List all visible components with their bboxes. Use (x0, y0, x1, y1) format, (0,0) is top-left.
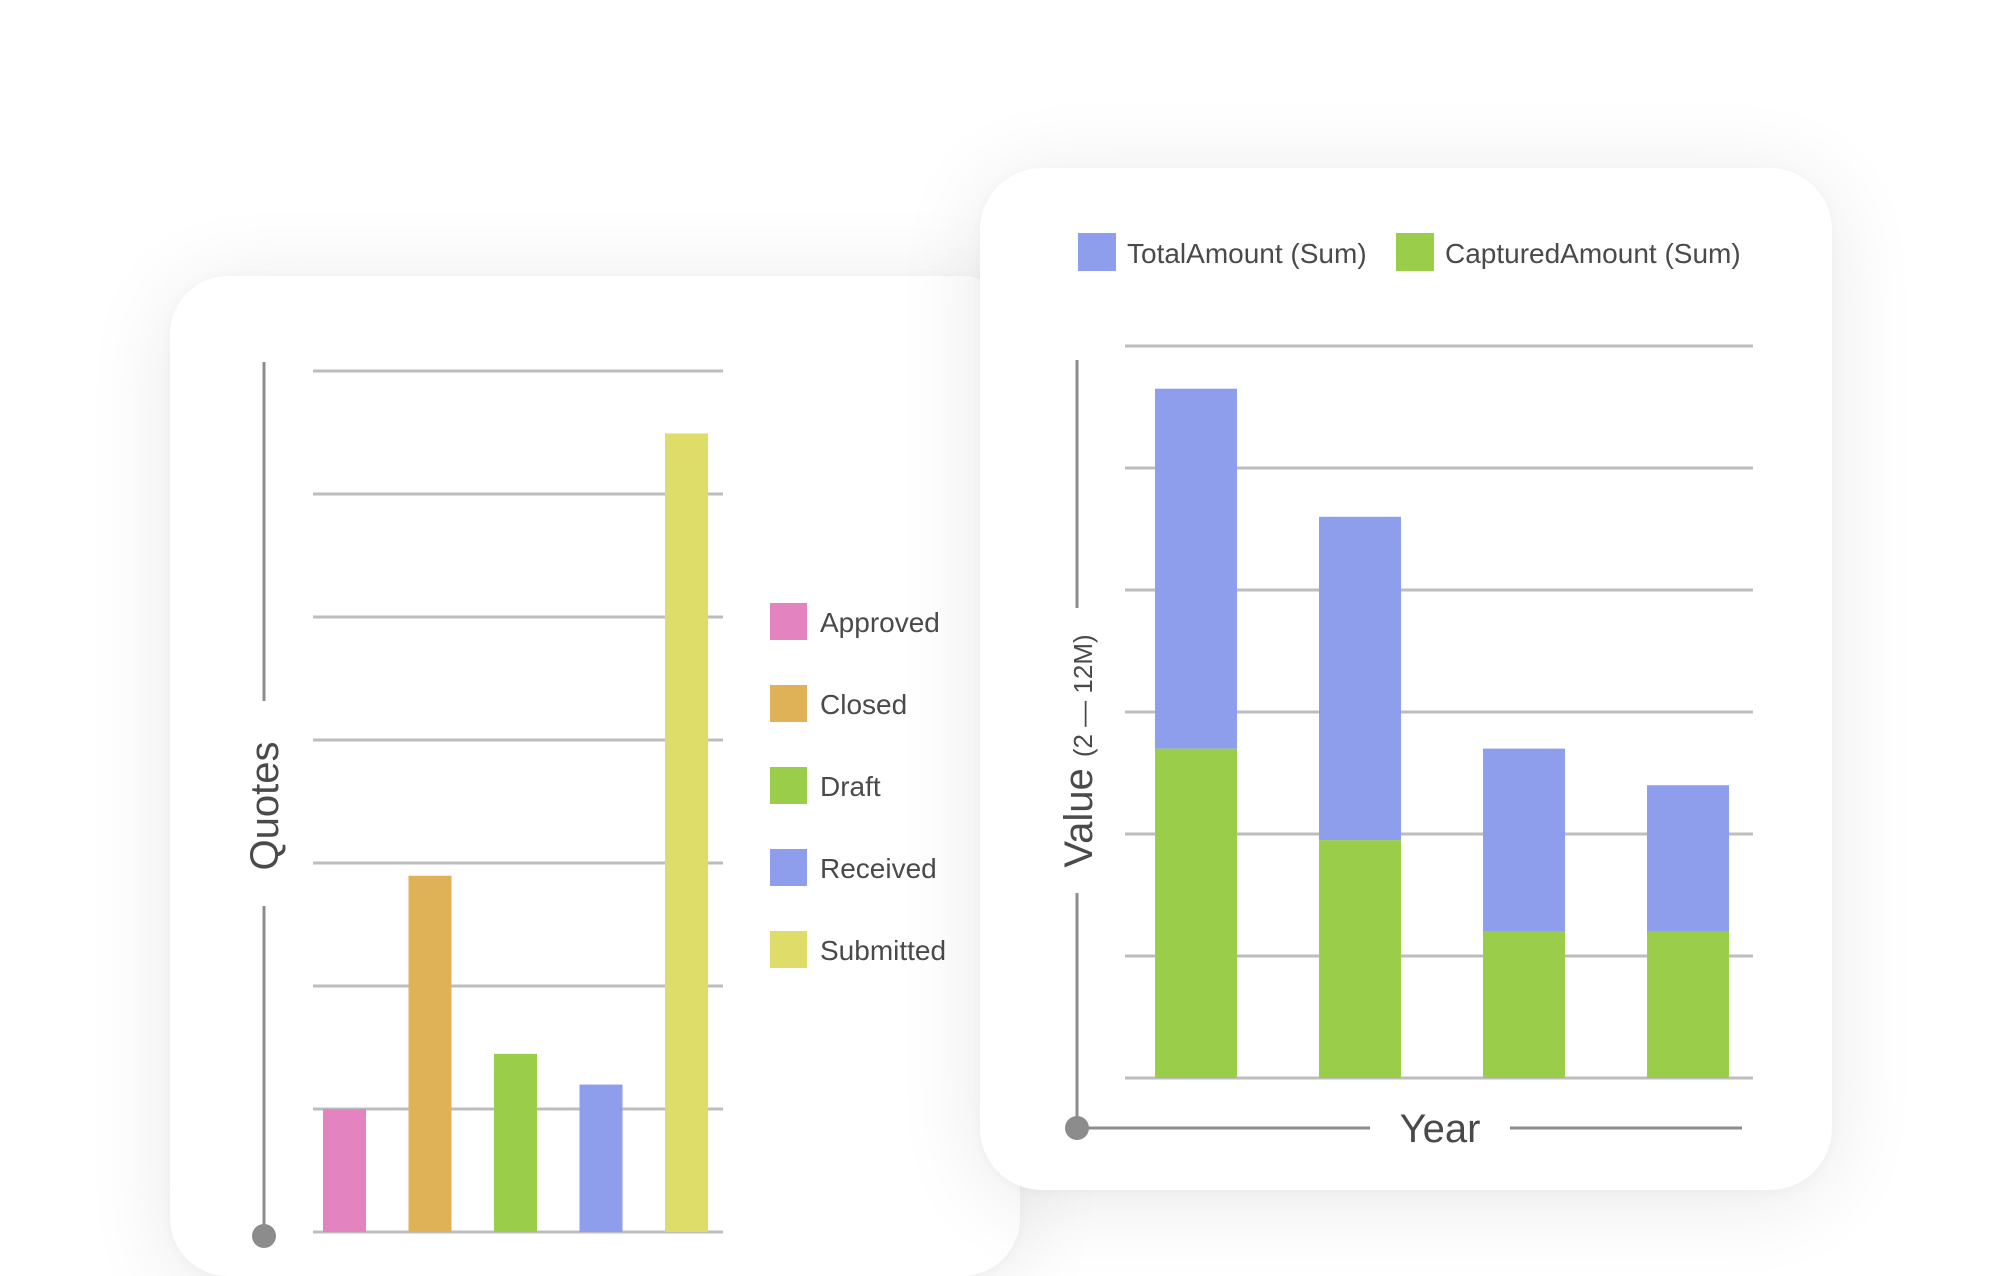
axis-origin-dot (1065, 1116, 1089, 1140)
legend-swatch-approved (770, 603, 807, 640)
bar-totalamount-sum-1 (1155, 388, 1237, 749)
quotes-chart-card: Quotes Approved Closed Draft Received Submit… (170, 276, 1020, 1276)
axis-origin-dot (252, 1224, 276, 1248)
bar-approved (323, 1109, 366, 1232)
legend-label-submitted: Submitted (820, 935, 946, 966)
bar-totalamount-sum-4 (1647, 785, 1729, 932)
bar-submitted (665, 433, 708, 1232)
bar-capturedamount-sum-4 (1647, 931, 1729, 1078)
legend-swatch-received (770, 849, 807, 886)
legend-label-received: Received (820, 853, 937, 884)
bar-capturedamount-sum-1 (1155, 748, 1237, 1078)
y-axis-label: Value (2 — 12M) (1057, 634, 1101, 867)
legend-swatch-submitted (770, 931, 807, 968)
bar-draft (494, 1053, 537, 1232)
bar-totalamount-sum-2 (1319, 516, 1401, 841)
legend-label-approved: Approved (820, 607, 940, 638)
legend-swatch-capturedamount-sum (1396, 233, 1434, 271)
quotes-bar-chart: Quotes Approved Closed Draft Received Submit… (243, 362, 946, 1248)
legend-label-closed: Closed (820, 689, 907, 720)
y-axis-label: Quotes (243, 742, 287, 871)
amounts-chart-card: TotalAmount (Sum) CapturedAmount (Sum) Ye… (980, 168, 1832, 1190)
x-axis-label: Year (1400, 1107, 1481, 1151)
legend-swatch-closed (770, 685, 807, 722)
bar-capturedamount-sum-3 (1483, 931, 1565, 1078)
legend-label-capturedamount-sum: CapturedAmount (Sum) (1445, 238, 1741, 269)
legend-label-draft: Draft (820, 771, 881, 802)
amounts-stacked-bar-chart: TotalAmount (Sum) CapturedAmount (Sum) Ye… (1057, 233, 1753, 1151)
bar-totalamount-sum-3 (1483, 748, 1565, 932)
legend-swatch-draft (770, 767, 807, 804)
y-axis-label-range: (2 — 12M) (1068, 634, 1098, 757)
bar-closed (408, 875, 452, 1232)
bar-received (579, 1084, 623, 1232)
legend-label-totalamount-sum: TotalAmount (Sum) (1127, 238, 1367, 269)
legend-swatch-totalamount-sum (1078, 233, 1116, 271)
bar-capturedamount-sum-2 (1319, 840, 1401, 1078)
y-axis-label-main: Value (1057, 757, 1101, 867)
